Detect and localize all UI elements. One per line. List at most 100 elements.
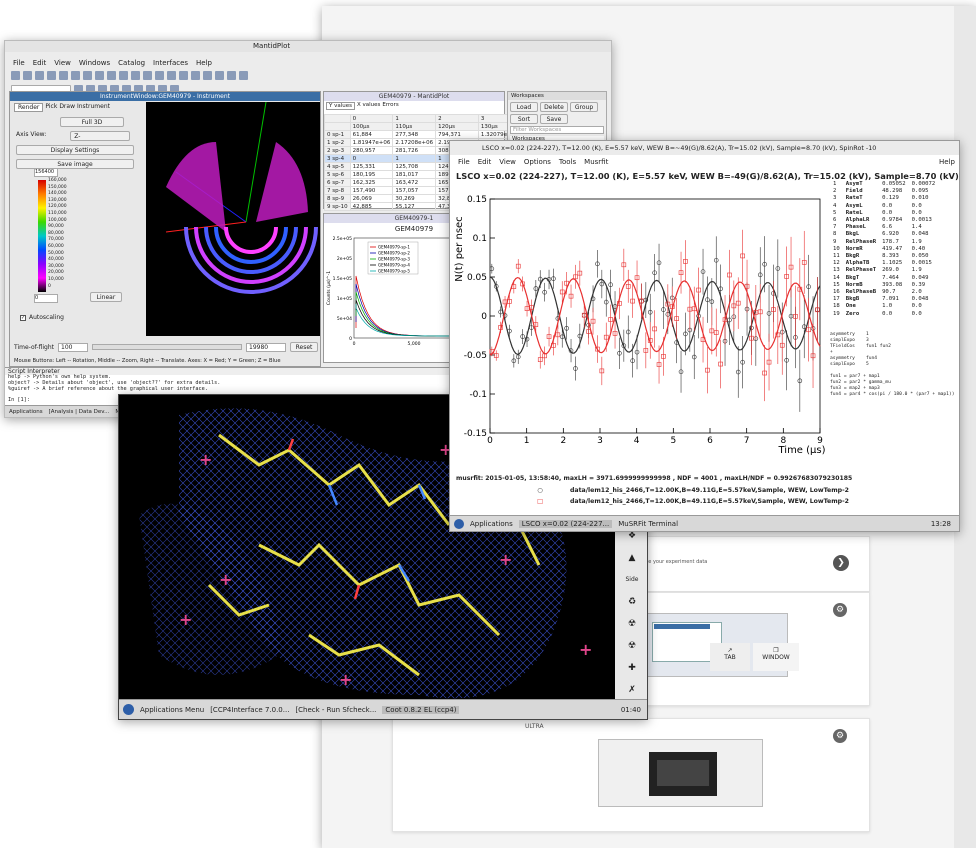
table-cell[interactable]: 5 sp-6 — [324, 170, 351, 179]
menu-tools[interactable]: Tools — [558, 157, 577, 166]
tab-draw[interactable]: Draw — [59, 103, 75, 110]
table-cell[interactable]: 1 sp-2 — [324, 138, 351, 147]
toolbar-icon[interactable] — [59, 71, 68, 80]
tof-min-input[interactable]: 100 — [58, 342, 88, 352]
menu-interfaces[interactable]: Interfaces — [153, 58, 189, 67]
colorbar-max-input[interactable]: 156400 — [34, 168, 58, 177]
toolbar-icon[interactable] — [179, 71, 188, 80]
table-cell[interactable]: 3 sp-4 — [324, 154, 351, 163]
table-cell[interactable]: 120μs — [435, 122, 479, 131]
table-cell[interactable]: 0 — [349, 114, 394, 123]
toolbar-icon[interactable] — [215, 71, 224, 80]
table-cell[interactable]: 794,371 — [435, 130, 479, 139]
colorbar-min-input[interactable]: 0 — [34, 294, 58, 303]
toolbar-icon[interactable] — [95, 71, 104, 80]
taskbar-item[interactable]: [Check - Run Sfcheck... — [295, 705, 377, 714]
taskbar-item[interactable]: Coot 0.8.2 EL (ccp4) — [382, 705, 460, 714]
table-cell[interactable]: 2 — [435, 114, 479, 123]
table-cell[interactable]: 26,069 — [349, 194, 394, 203]
toolbar-icon[interactable] — [167, 71, 176, 80]
reset-button[interactable]: Reset — [290, 342, 318, 352]
table-cell[interactable]: 1.81947e+06 — [349, 138, 394, 147]
table-cell[interactable]: 125,708 — [392, 162, 437, 171]
toolbar-icon[interactable] — [107, 71, 116, 80]
portal-card-3[interactable]: ULTRA ⚙ — [392, 718, 870, 832]
apps-menu-icon[interactable] — [454, 518, 464, 529]
applications-menu[interactable]: Applications — [470, 519, 513, 528]
applications-menu[interactable]: Applications Menu — [140, 705, 205, 714]
fullscreen-button[interactable]: FULL SCREEN — [281, 40, 340, 41]
toolbar-icon[interactable] — [155, 71, 164, 80]
tool-icon[interactable]: ♻ — [627, 597, 637, 607]
toolbar-icon[interactable] — [11, 71, 20, 80]
toolbar-icon[interactable] — [191, 71, 200, 80]
table-cell[interactable] — [324, 114, 351, 123]
table-cell[interactable]: 0 sp-1 — [324, 130, 351, 139]
menu-edit[interactable]: Edit — [32, 58, 47, 67]
table-cell[interactable]: 30,269 — [392, 194, 437, 203]
menu-musrfit[interactable]: Musrfit — [584, 157, 609, 166]
gear-icon[interactable]: ⚙ — [833, 729, 847, 743]
table-cell[interactable]: 1 — [392, 154, 437, 163]
tab-y-values[interactable]: Y values — [326, 102, 355, 110]
toolbar-icon[interactable] — [35, 71, 44, 80]
gear-icon[interactable]: ⚙ — [833, 603, 847, 617]
tool-icon[interactable]: ✗ — [628, 685, 636, 695]
toolbar-icon[interactable] — [83, 71, 92, 80]
toolbar-icon[interactable] — [239, 71, 248, 80]
tab-pick[interactable]: Pick — [45, 103, 58, 110]
table-cell[interactable]: 281,726 — [392, 146, 437, 155]
load-button[interactable]: Load — [510, 102, 538, 112]
table-cell[interactable]: 125,331 — [349, 162, 394, 171]
table-cell[interactable]: 180,195 — [349, 170, 394, 179]
axis-view-select[interactable]: Z- — [70, 131, 131, 141]
table-cell[interactable]: 280,957 — [349, 146, 394, 155]
tof-slider[interactable] — [92, 344, 242, 350]
tool-icon[interactable]: ❖ — [627, 531, 637, 541]
table-cell[interactable]: 163,472 — [392, 178, 437, 187]
tab-instrument[interactable]: Instrument — [76, 103, 110, 110]
taskbar-item[interactable]: [Analysis | Data Dev... — [48, 408, 110, 415]
table-cell[interactable]: 2 sp-3 — [324, 146, 351, 155]
table-cell[interactable]: 2.17208e+06 — [392, 138, 437, 147]
autoscaling-checkbox[interactable]: ✓ — [20, 314, 26, 321]
table-cell[interactable]: 110μs — [392, 122, 437, 131]
menu-file[interactable]: File — [13, 58, 25, 67]
toolbar-icon[interactable] — [227, 71, 236, 80]
table-cell[interactable] — [324, 122, 351, 131]
window-option[interactable]: ❐ WINDOW — [753, 643, 799, 671]
menu-view[interactable]: View — [499, 157, 516, 166]
tof-max-input[interactable]: 19980 — [246, 342, 286, 352]
table-cell[interactable]: 162,325 — [349, 178, 394, 187]
toolbar-icon[interactable] — [203, 71, 212, 80]
radiation-icon[interactable]: ☢ — [627, 641, 637, 651]
table-cell[interactable]: 8 sp-9 — [324, 194, 351, 203]
scale-select[interactable]: Linear — [90, 292, 122, 302]
table-cell[interactable]: 0 — [349, 154, 394, 163]
menu-view[interactable]: View — [54, 58, 71, 67]
toolbar-icon[interactable] — [47, 71, 56, 80]
table-cell[interactable]: 1 — [392, 114, 437, 123]
delete-button[interactable]: Delete — [540, 102, 568, 112]
toolbar-icon[interactable] — [143, 71, 152, 80]
spectrum-plot[interactable]: 2.5e+052e+051.5e+051e+055e+04005,0001e+0… — [324, 234, 506, 364]
menu-help[interactable]: Help — [196, 58, 213, 67]
taskbar-item[interactable]: LSCO x=0.02 (224-227... — [518, 519, 613, 528]
group-button[interactable]: Group — [570, 102, 598, 112]
menu-help[interactable]: Help — [939, 157, 955, 166]
full3d-select[interactable]: Full 3D — [60, 117, 124, 127]
radiation-icon[interactable]: ☢ — [627, 619, 637, 629]
tool-icon[interactable]: ✚ — [628, 663, 636, 673]
table-cell[interactable]: 61,884 — [349, 130, 394, 139]
table-cell[interactable]: 4 sp-5 — [324, 162, 351, 171]
toolbar-icon[interactable] — [71, 71, 80, 80]
table-cell[interactable]: 100μs — [349, 122, 394, 131]
tab-x-values[interactable]: X values — [357, 102, 381, 108]
side-chain-button[interactable]: Side — [625, 576, 639, 583]
menu-catalog[interactable]: Catalog — [118, 58, 146, 67]
display-settings-button[interactable]: Display Settings — [16, 145, 134, 155]
table-cell[interactable]: 7 sp-8 — [324, 186, 351, 195]
table-cell[interactable]: 42,885 — [349, 202, 394, 211]
menu-edit[interactable]: Edit — [477, 157, 492, 166]
save-image-button[interactable]: Save image — [16, 159, 134, 169]
